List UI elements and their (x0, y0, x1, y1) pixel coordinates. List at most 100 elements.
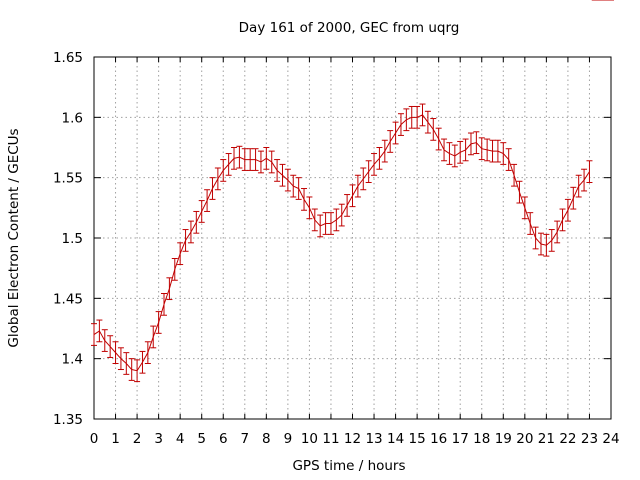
data-point (187, 220, 194, 244)
data-point (338, 203, 345, 227)
data-point (101, 329, 108, 352)
data-point (441, 138, 448, 162)
data-point (236, 145, 243, 169)
data-point (570, 186, 577, 210)
x-tick-label: 5 (197, 431, 206, 447)
data-point (231, 147, 238, 170)
x-tick-label: 18 (473, 431, 490, 447)
data-point (408, 105, 415, 129)
x-tick-label: 2 (133, 431, 142, 447)
data-point (500, 142, 507, 165)
data-point (134, 359, 141, 383)
data-point (494, 139, 501, 163)
data-point (333, 208, 340, 232)
x-tick-label: 11 (322, 431, 339, 447)
data-point (387, 130, 394, 153)
data-point (575, 174, 582, 198)
data-point (263, 147, 270, 170)
ticks: 0 1 2 3 4 5 6 7 8 9 10 11 12 13 14 15 16 17 18 19 20 21 22 23 24… (53, 50, 620, 447)
data-point (182, 229, 189, 252)
x-tick-label: 15 (409, 431, 426, 447)
data-point (112, 341, 119, 364)
data-point (290, 174, 297, 198)
data-point (489, 139, 496, 163)
data-point (537, 232, 544, 256)
x-tick-label: 12 (344, 431, 361, 447)
data-point (435, 127, 442, 151)
x-tick-label: 19 (495, 431, 512, 447)
x-tick-label: 3 (154, 431, 163, 447)
data-point (279, 163, 286, 187)
x-tick-label: 20 (516, 431, 533, 447)
y-tick-label: 1.4 (62, 352, 83, 368)
data-point (91, 323, 97, 346)
x-tick-label: 21 (538, 431, 555, 447)
x-tick-label: 13 (365, 431, 382, 447)
data-point (392, 121, 399, 145)
data-point (295, 177, 302, 200)
y-axis-label: Global Electron Content / GECUs (6, 128, 22, 347)
x-tick-label: 0 (90, 431, 99, 447)
data-point (123, 352, 130, 375)
data-point (548, 229, 555, 252)
data-point (446, 142, 453, 165)
data-point (505, 148, 512, 171)
data-point (177, 242, 184, 266)
x-tick-label: 7 (240, 431, 249, 447)
data-point (581, 168, 588, 192)
data-point (166, 277, 173, 301)
data-point (268, 150, 275, 174)
data-point (532, 226, 539, 250)
data-point (430, 118, 437, 141)
data-point (381, 139, 388, 163)
data-point (161, 293, 168, 316)
data-point (220, 159, 227, 182)
data-point (511, 163, 518, 187)
y-tick-label: 1.35 (53, 412, 83, 428)
data-point (354, 174, 361, 198)
x-tick-label: 24 (602, 431, 619, 447)
data-point (155, 311, 162, 334)
data-point (214, 167, 221, 191)
data-point (241, 148, 248, 171)
data-point (371, 153, 378, 176)
grid (94, 57, 611, 419)
data-point (521, 196, 528, 220)
data-point (117, 347, 124, 371)
x-tick-label: 22 (559, 431, 576, 447)
data-point (478, 137, 485, 161)
x-axis-label: GPS time / hours (292, 458, 405, 474)
data-point (128, 358, 135, 381)
data-point (284, 168, 291, 192)
data-point (171, 258, 178, 281)
data-point (419, 103, 426, 127)
data-point (397, 113, 404, 136)
x-tick-label: 8 (262, 431, 271, 447)
data-point (150, 325, 157, 349)
data-point (107, 335, 114, 358)
data-point (225, 153, 232, 176)
data-point (349, 184, 356, 208)
y-tick-label: 1.65 (53, 50, 83, 66)
data-point (467, 132, 474, 156)
data-point (527, 212, 534, 235)
data-point (543, 233, 550, 257)
chart-title: Day 161 of 2000, GEC from uqrg (239, 20, 460, 36)
data-point (322, 212, 329, 235)
data-point (484, 138, 491, 162)
y-tick-label: 1.55 (53, 171, 83, 187)
y-tick-label: 1.45 (53, 291, 83, 307)
data-point (457, 140, 464, 164)
data-point (516, 180, 523, 204)
y-tick-label: 1.6 (62, 110, 83, 126)
data-point (559, 208, 566, 232)
x-tick-label: 17 (452, 431, 469, 447)
data-point (317, 214, 324, 238)
data-point (360, 167, 367, 191)
data-point (424, 110, 431, 134)
data-point (344, 194, 351, 217)
data-point (209, 177, 216, 200)
data-point (96, 319, 103, 343)
data-point (144, 341, 151, 364)
